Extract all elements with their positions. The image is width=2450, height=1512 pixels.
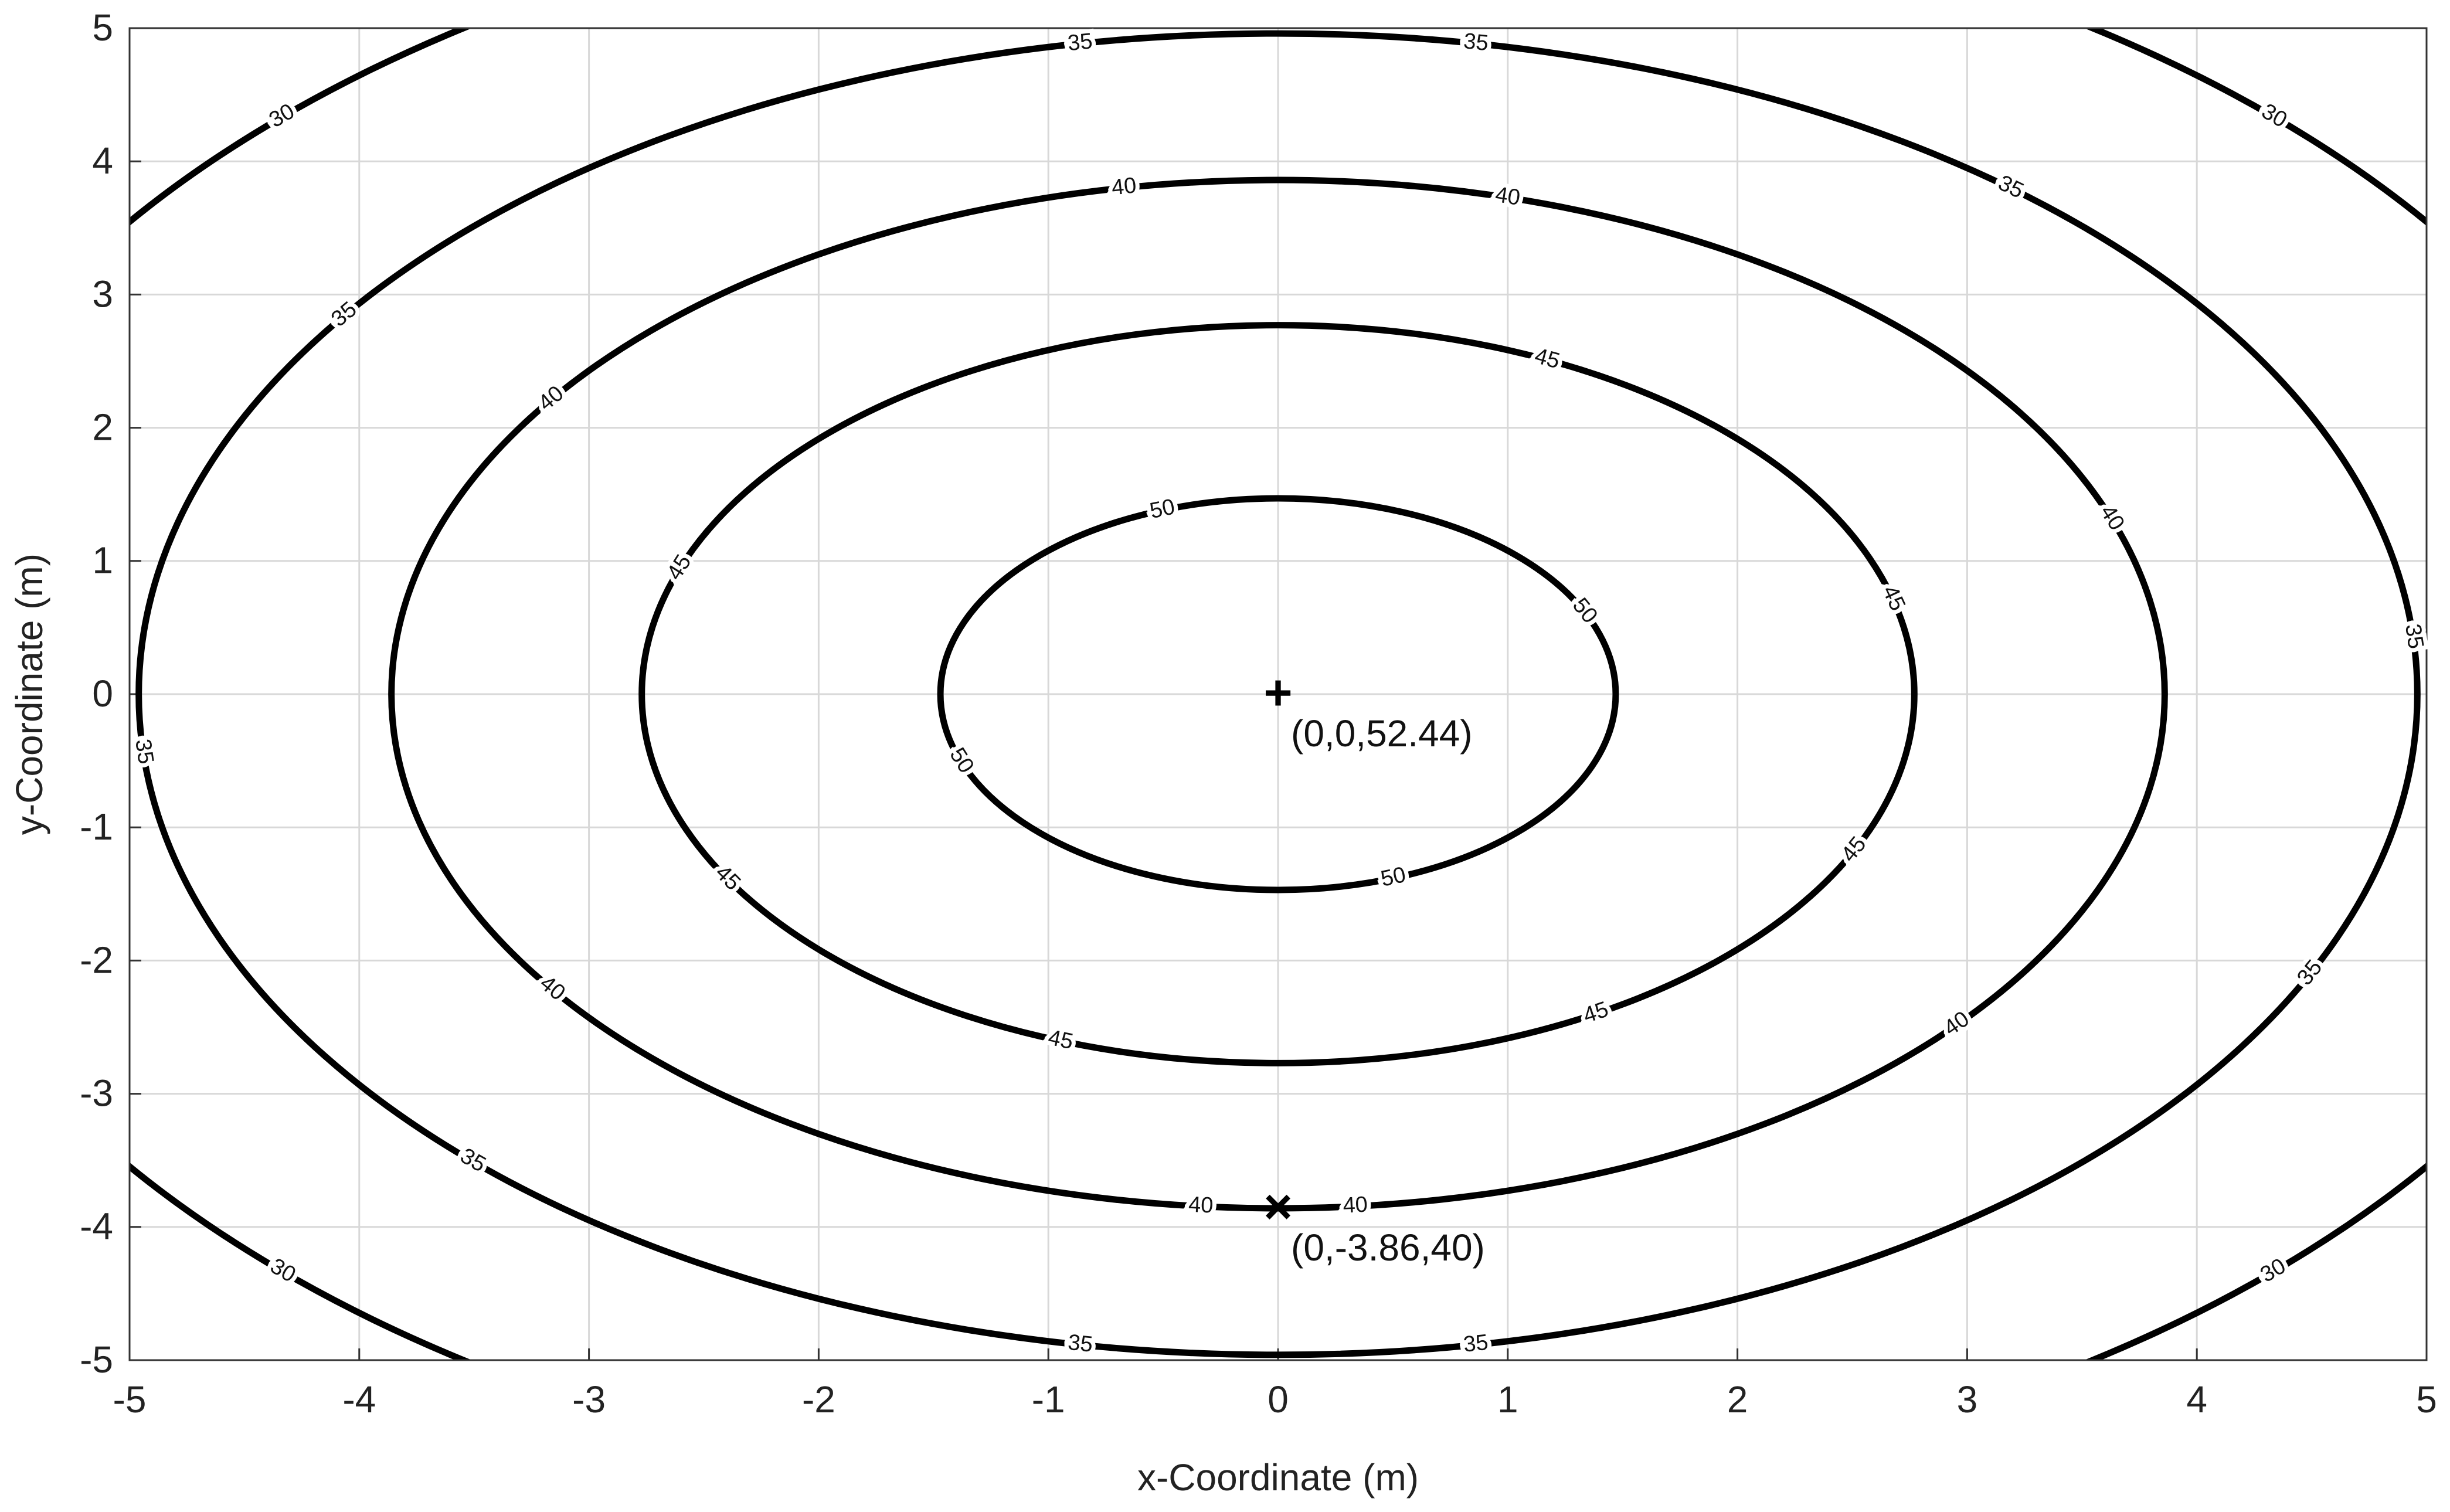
contour-label: 40 [1188,1192,1214,1218]
y-tick-label: -5 [80,1338,113,1381]
plot-frame [128,27,2428,1361]
contour-label: 40 [1494,182,1522,210]
contour-label: 35 [130,738,158,766]
contour-line [638,322,1918,1066]
y-tick-label: -2 [80,939,113,981]
point-label: (0,0,52.44) [1291,712,1473,755]
contour-label: 50 [1148,494,1177,524]
y-tick-label: 0 [92,672,113,715]
contour-label: 45 [1046,1025,1075,1055]
contour-line [937,495,1619,893]
y-tick-label: -3 [80,1072,113,1115]
contour-line [388,176,2168,1212]
y-tick-label: 1 [92,539,113,582]
contour-line [135,30,2421,1358]
y-tick-label: 4 [92,140,113,182]
x-tick-label: -3 [572,1378,606,1421]
y-axis-label: y-Coordinate (m) [8,553,50,835]
x-tick-label: -5 [113,1378,147,1421]
x-tick-label: -2 [802,1378,835,1421]
x-tick-label: -1 [1032,1378,1065,1421]
x-tick-label: 5 [2416,1378,2437,1421]
y-tick-label: -1 [80,806,113,848]
contour-label: 35 [1462,29,1489,56]
y-tick-label: -4 [80,1205,113,1248]
y-tick-label: 3 [92,273,113,315]
contour-label: 35 [1462,1330,1489,1357]
x-tick-label: -4 [342,1378,376,1421]
point-marker: × [1263,1179,1292,1234]
x-tick-label: 2 [1727,1378,1748,1421]
contour-label: 35 [2400,622,2428,650]
contour-label: 40 [1343,1192,1368,1218]
x-tick-label: 0 [1268,1378,1289,1421]
contour-label: 50 [1379,862,1408,892]
point-marker: + [1263,665,1292,720]
grid [128,27,2428,1361]
contour-label: 40 [1110,173,1137,200]
y-tick-label: 2 [92,406,113,448]
x-tick-label: 3 [1957,1378,1978,1421]
point-label: (0,-3.86,40) [1291,1226,1485,1269]
contour-label: 35 [1067,1330,1094,1357]
x-axis-label: x-Coordinate (m) [1137,1456,1419,1499]
x-tick-label: 4 [2186,1378,2207,1421]
contour-label: 35 [1066,29,1093,56]
x-tick-label: 1 [1497,1378,1518,1421]
y-tick-label: 5 [92,6,113,49]
